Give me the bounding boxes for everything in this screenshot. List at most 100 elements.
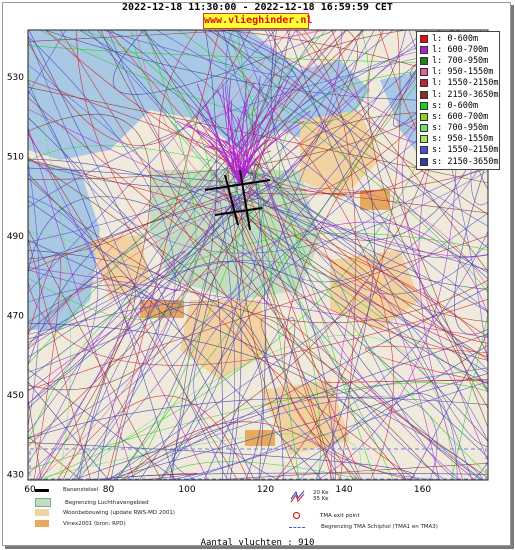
flight-track (203, 317, 296, 480)
flight-track (28, 165, 214, 260)
flight-track (28, 80, 488, 254)
legend-swatch (420, 146, 428, 155)
flight-track (279, 67, 488, 476)
legend-label: s: 600-700m (432, 111, 489, 122)
legend-label: s: 950-1550m (432, 134, 494, 145)
flight-track (28, 30, 290, 350)
flight-track (104, 396, 438, 480)
flight-track (28, 117, 182, 291)
flight-track (28, 397, 488, 439)
flight-track (28, 114, 151, 480)
flight-track (79, 30, 261, 166)
flight-track (122, 421, 359, 480)
legend-label: l: 0-600m (432, 33, 479, 44)
flight-track (255, 30, 407, 197)
legend-item: s: 700-950m (417, 123, 499, 134)
key-runway: Banenstelsel (35, 487, 98, 493)
flight-track (169, 167, 243, 480)
legend-item: l: 0-600m (417, 33, 499, 44)
housing-swatch (35, 509, 49, 516)
legend-item: l: 1550-2150m (417, 78, 499, 89)
flight-track (209, 30, 488, 215)
flight-track (28, 198, 260, 347)
flight-track (28, 127, 135, 480)
flight-track (115, 30, 218, 480)
flight-track (28, 67, 72, 480)
flight-track (98, 472, 488, 480)
urban-area-5 (260, 380, 350, 455)
flight-track (28, 177, 488, 324)
key-housing-label: Woonbebouwing (update RWS-MD 2001) (63, 509, 175, 516)
flight-track (213, 463, 488, 480)
legend-swatch (420, 135, 428, 144)
x-tick-label: 60 (24, 485, 36, 495)
legend-label: s: 0-600m (432, 100, 479, 111)
flight-track (108, 212, 488, 480)
flight-track (28, 30, 243, 42)
key-tma-boundary: Begrenzing TMA Schiphol (TMA1 en TMA3) (289, 524, 438, 530)
x-tick-label: 140 (335, 485, 352, 495)
legend-item: s: 600-700m (417, 111, 499, 122)
flight-track (250, 183, 488, 214)
flight-track (32, 433, 361, 480)
flight-track (171, 367, 488, 480)
flight-track (257, 30, 327, 44)
flight-track (193, 165, 488, 480)
flight-track (264, 30, 442, 480)
flight-track (226, 196, 361, 480)
flight-track (222, 30, 488, 295)
flight-track (237, 30, 300, 480)
flight-track (454, 157, 488, 335)
flight-track (28, 167, 256, 185)
flight-track (28, 30, 291, 390)
flight-track (28, 30, 197, 320)
legend-item: s: 0-600m (417, 100, 499, 111)
legend-item: l: 600-700m (417, 44, 499, 55)
time-range-title: 2022-12-18 11:30:00 - 2022-12-18 16:59:5… (122, 2, 393, 13)
legend-swatch (420, 79, 428, 88)
flight-track (59, 30, 342, 480)
flight-track (135, 30, 248, 208)
ke-label-2: 35 Ke (313, 496, 329, 502)
flight-track (28, 322, 407, 480)
flight-track (303, 30, 488, 272)
flight-track (28, 188, 259, 340)
y-tick-label: 530 (7, 73, 24, 83)
flight-track (28, 30, 66, 95)
legend-swatch (420, 68, 428, 77)
flight-track (156, 30, 488, 227)
site-link[interactable]: www.vlieghinder.nl (203, 13, 312, 29)
flight-track (140, 30, 488, 312)
key-vinex: Vinex2001 (bron: RPD) (35, 520, 126, 527)
flight-track (102, 30, 296, 78)
y-tick-label: 510 (7, 153, 24, 163)
flight-track (28, 30, 297, 433)
flight-track (78, 261, 488, 480)
flight-track (107, 30, 488, 344)
flight-track (249, 30, 363, 179)
flight-track (28, 199, 270, 380)
legend-swatch (420, 124, 428, 133)
flight-track (286, 30, 488, 447)
flight-track (72, 333, 488, 480)
flight-track (234, 30, 347, 165)
vinex-swatch (35, 520, 49, 527)
legend-swatch (420, 56, 428, 65)
y-axis: 530 510 490 470 450 430 (7, 73, 24, 481)
legend-item: l: 2150-3650m (417, 89, 499, 100)
flight-track (28, 36, 228, 480)
flight-track (219, 199, 236, 480)
flight-track (28, 254, 62, 480)
water-body-west (28, 160, 100, 330)
flight-track (263, 204, 488, 313)
airport-boundary-swatch (35, 498, 51, 507)
flight-track (28, 145, 261, 175)
key-tma-exit: TMA exit point (293, 512, 360, 519)
flight-track (228, 184, 488, 257)
flight-track (80, 30, 213, 183)
flight-track (39, 30, 369, 124)
legend-label: l: 2150-3650m (432, 89, 499, 100)
flight-track (225, 206, 242, 480)
ke-labels: 20 Ke 35 Ke (313, 490, 328, 502)
flight-track (28, 399, 42, 480)
